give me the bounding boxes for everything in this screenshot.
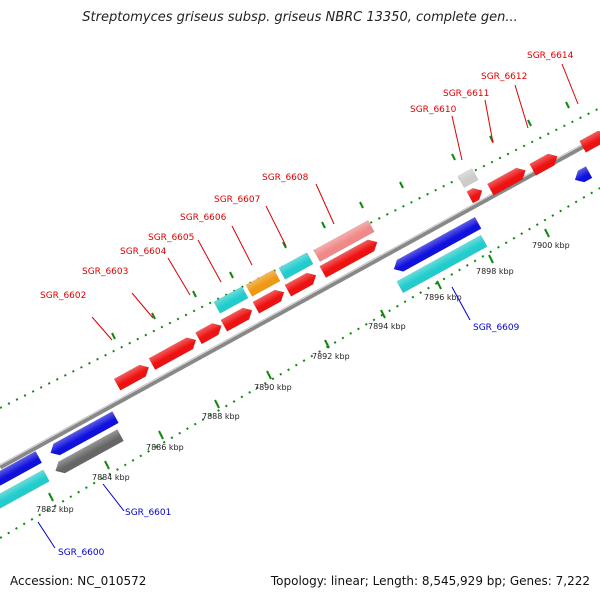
minor-tick — [527, 119, 532, 127]
gene-sgr-6612[interactable] — [529, 151, 561, 176]
label-connector — [484, 99, 494, 144]
gene-sgr-6608[interactable] — [319, 236, 381, 278]
label-connector — [315, 183, 335, 225]
major-ticks — [48, 101, 570, 502]
forward-gene-label[interactable]: SGR_6603 — [82, 267, 128, 277]
gene-sgr-6606[interactable] — [252, 287, 287, 314]
label-connector — [102, 483, 125, 512]
tick-label: 7890 kbp — [254, 383, 292, 392]
gene-cyan-2[interactable] — [278, 252, 314, 280]
minor-tick — [359, 201, 364, 209]
forward-gene-label[interactable]: SGR_6602 — [40, 291, 86, 301]
gene-labels: SGR_6602 SGR_6603 SGR_6604 SGR_6605 SGR_6606… — [40, 51, 574, 558]
major-tick — [436, 280, 442, 290]
label-connector — [91, 316, 113, 341]
major-tick — [488, 254, 494, 264]
minor-tick — [282, 241, 287, 249]
gene-sgr-6611[interactable] — [487, 165, 528, 196]
forward-gene-label[interactable]: SGR_6610 — [410, 105, 457, 115]
gene-sgr-6603[interactable] — [148, 334, 199, 371]
minor-tick — [151, 312, 156, 320]
tick-label: 7892 kbp — [312, 352, 350, 361]
genes — [0, 128, 600, 511]
gene-sgr-6601[interactable] — [47, 411, 119, 458]
gene-sgr-6610[interactable] — [466, 185, 486, 204]
tick-label: 7882 kbp — [36, 505, 74, 514]
label-connector — [451, 115, 463, 161]
tick-label: 7896 kbp — [424, 293, 462, 302]
label-connector — [131, 292, 154, 319]
major-tick — [104, 460, 110, 470]
forward-gene-label[interactable]: SGR_6604 — [120, 247, 167, 257]
tick-label: 7894 kbp — [368, 322, 406, 331]
minor-tick — [229, 271, 234, 279]
tick-labels: 7882 kbp 7884 kbp 7886 kbp 7888 kbp 7890 kbp… — [36, 241, 570, 514]
gene-sgr-6607[interactable] — [284, 270, 319, 297]
major-tick — [544, 228, 550, 238]
gene-cyan-rev-2[interactable] — [396, 234, 488, 294]
major-tick — [214, 399, 220, 409]
forward-gene-label[interactable]: SGR_6607 — [214, 195, 260, 205]
gene-orange[interactable] — [245, 269, 281, 297]
forward-gene-label[interactable]: SGR_6612 — [481, 72, 527, 82]
reverse-gene-label[interactable]: SGR_6600 — [58, 548, 105, 558]
major-tick — [324, 339, 330, 349]
tick-label: 7886 kbp — [146, 443, 184, 452]
label-connector — [265, 205, 287, 247]
gene-sgr-6602[interactable] — [113, 362, 152, 391]
accession-text: Accession: NC_010572 — [10, 574, 147, 588]
label-connectors — [37, 63, 579, 549]
gene-cyan-1[interactable] — [213, 286, 249, 314]
forward-gene-label[interactable]: SGR_6605 — [148, 233, 194, 243]
minor-tick — [321, 221, 326, 229]
gene-sgr-6604[interactable] — [195, 320, 224, 345]
minor-tick — [451, 153, 456, 161]
forward-gene-label[interactable]: SGR_6611 — [443, 89, 489, 99]
major-tick — [48, 492, 54, 502]
gene-sgr-6605[interactable] — [220, 305, 255, 332]
label-connector — [451, 286, 471, 321]
footer-stats: Topology: linear; Length: 8,545,929 bp; … — [270, 574, 590, 588]
gene-cyan-rev[interactable] — [0, 469, 50, 511]
major-tick — [158, 430, 164, 440]
label-connector — [561, 63, 579, 105]
gene-blue-small[interactable] — [572, 166, 593, 185]
label-connector — [514, 84, 529, 129]
tick-label: 7900 kbp — [532, 241, 570, 250]
label-connector — [231, 225, 253, 266]
forward-gene-label[interactable]: SGR_6606 — [180, 213, 227, 223]
label-connector — [37, 521, 56, 549]
label-connector — [167, 257, 191, 296]
gene-pale[interactable] — [313, 220, 375, 262]
minor-tick — [192, 290, 197, 298]
tick-label: 7884 kbp — [92, 473, 130, 482]
gene-gray-small[interactable] — [457, 168, 479, 188]
tick-label: 7898 kbp — [476, 267, 514, 276]
tick-label: 7888 kbp — [202, 412, 240, 421]
minor-tick — [399, 181, 404, 189]
reverse-gene-label[interactable]: SGR_6601 — [125, 508, 171, 518]
reverse-gene-label[interactable]: SGR_6609 — [473, 323, 520, 333]
forward-gene-label[interactable]: SGR_6614 — [527, 51, 574, 61]
gene-sgr-6614[interactable] — [579, 128, 600, 153]
dotted-tracks — [0, 107, 600, 539]
label-connector — [197, 239, 222, 283]
map-title: Streptomyces griseus subsp. griseus NBRC… — [82, 10, 518, 25]
major-tick — [266, 370, 272, 380]
forward-gene-label[interactable]: SGR_6608 — [262, 173, 309, 183]
gene-gray-rev[interactable] — [52, 429, 124, 476]
minor-tick — [565, 101, 570, 109]
gene-sgr-6600[interactable] — [0, 450, 43, 488]
minor-tick — [111, 332, 116, 340]
gene-sgr-6609[interactable] — [391, 216, 482, 275]
major-tick — [380, 309, 386, 319]
